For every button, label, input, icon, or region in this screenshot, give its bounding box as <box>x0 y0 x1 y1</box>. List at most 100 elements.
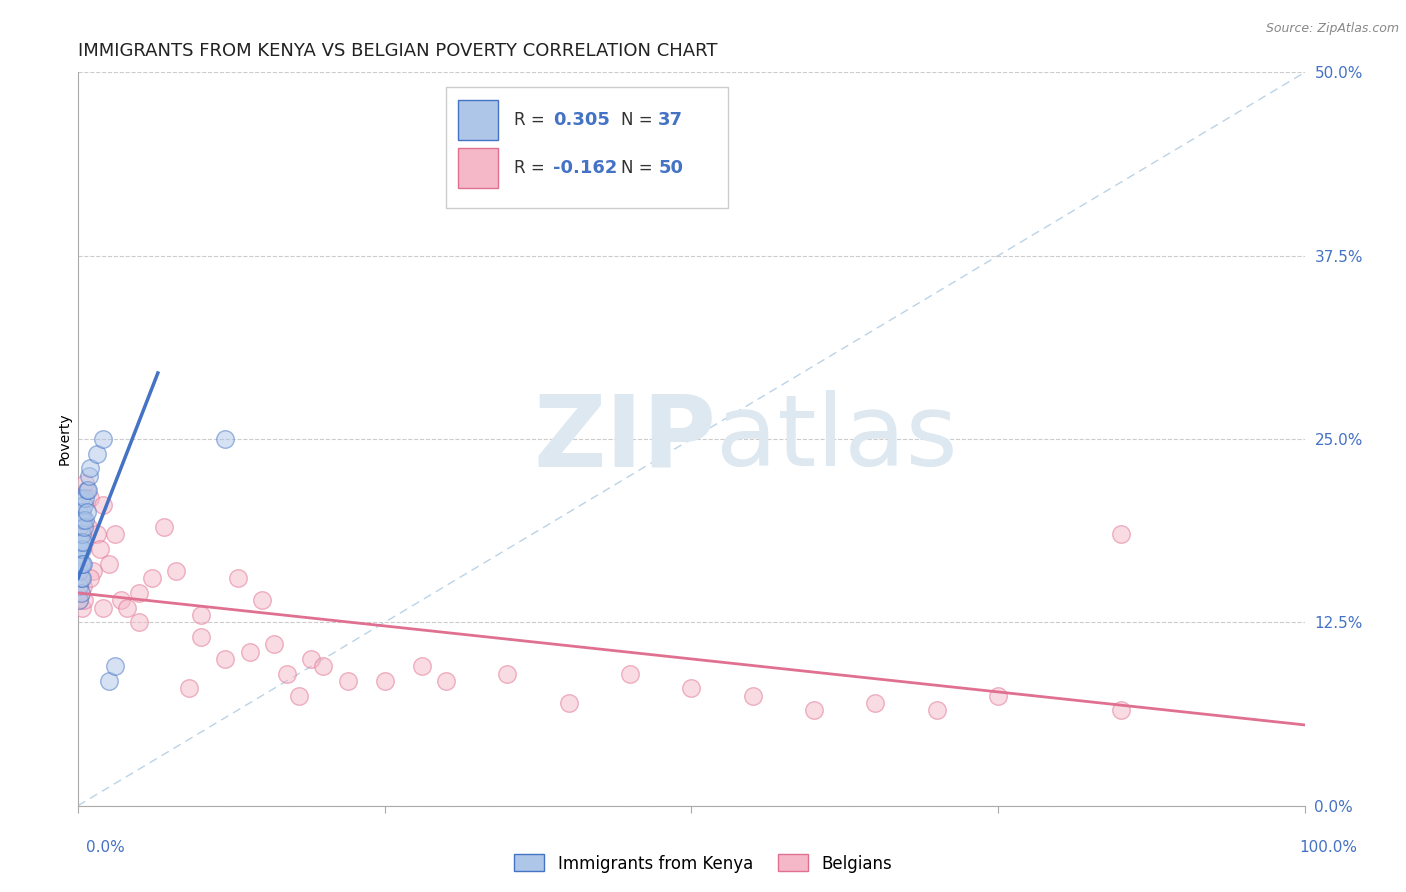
Point <box>67 593 90 607</box>
Point <box>803 703 825 717</box>
Point <box>70 527 93 541</box>
Text: R =: R = <box>513 112 550 129</box>
Point <box>77 483 100 498</box>
FancyBboxPatch shape <box>458 147 498 188</box>
Text: atlas: atlas <box>716 391 957 488</box>
Point <box>79 491 101 505</box>
Point <box>741 689 763 703</box>
Point <box>110 593 132 607</box>
Text: 0.305: 0.305 <box>553 112 610 129</box>
Text: 50: 50 <box>658 159 683 177</box>
Point <box>434 673 457 688</box>
Point <box>69 586 91 600</box>
Point <box>75 475 97 490</box>
Point <box>70 557 93 571</box>
Point <box>86 527 108 541</box>
Point <box>69 491 91 505</box>
Text: -0.162: -0.162 <box>553 159 617 177</box>
Text: IMMIGRANTS FROM KENYA VS BELGIAN POVERTY CORRELATION CHART: IMMIGRANTS FROM KENYA VS BELGIAN POVERTY… <box>79 42 717 60</box>
Point <box>75 513 97 527</box>
Point <box>97 557 120 571</box>
Point <box>79 461 101 475</box>
Point <box>374 673 396 688</box>
Point <box>67 505 90 519</box>
Point <box>336 673 359 688</box>
Point <box>190 630 212 644</box>
Point <box>104 527 127 541</box>
Point <box>91 498 114 512</box>
Point <box>69 586 91 600</box>
Y-axis label: Poverty: Poverty <box>58 413 72 466</box>
FancyBboxPatch shape <box>446 87 728 208</box>
Text: N =: N = <box>621 159 658 177</box>
Point <box>67 564 90 578</box>
Point <box>987 689 1010 703</box>
Point <box>1109 527 1132 541</box>
Point <box>141 571 163 585</box>
Text: R =: R = <box>513 159 550 177</box>
Point <box>239 644 262 658</box>
Point <box>76 483 98 498</box>
Point <box>70 571 93 585</box>
Point <box>165 564 187 578</box>
Point <box>69 513 91 527</box>
Text: Source: ZipAtlas.com: Source: ZipAtlas.com <box>1265 22 1399 36</box>
Point <box>72 534 94 549</box>
Point <box>925 703 948 717</box>
Point <box>97 673 120 688</box>
Point <box>153 520 176 534</box>
Point <box>288 689 311 703</box>
Point <box>69 534 91 549</box>
Point <box>69 557 91 571</box>
Point <box>1109 703 1132 717</box>
Point <box>190 607 212 622</box>
Point <box>558 696 581 710</box>
Point <box>496 666 519 681</box>
Point <box>263 637 285 651</box>
Point <box>214 652 236 666</box>
Point <box>86 447 108 461</box>
Point <box>865 696 887 710</box>
Point <box>67 520 90 534</box>
Point <box>91 432 114 446</box>
Point <box>79 571 101 585</box>
Point <box>226 571 249 585</box>
Point <box>681 681 703 696</box>
Point <box>69 541 91 556</box>
Point <box>89 541 111 556</box>
Point <box>104 659 127 673</box>
Point <box>70 600 93 615</box>
Point <box>75 491 97 505</box>
Point <box>67 541 90 556</box>
Point <box>70 505 93 519</box>
Point <box>276 666 298 681</box>
Point <box>619 666 641 681</box>
Point <box>73 498 96 512</box>
Point <box>115 600 138 615</box>
Point <box>69 571 91 585</box>
Point <box>67 549 90 564</box>
Point <box>76 505 98 519</box>
Point <box>73 593 96 607</box>
Point <box>177 681 200 696</box>
FancyBboxPatch shape <box>458 100 498 140</box>
Text: 37: 37 <box>658 112 683 129</box>
Point <box>70 541 93 556</box>
Point <box>128 615 150 630</box>
Text: 100.0%: 100.0% <box>1299 840 1358 855</box>
Point <box>67 534 90 549</box>
Point <box>77 468 100 483</box>
Text: 0.0%: 0.0% <box>86 840 125 855</box>
Point <box>91 600 114 615</box>
Point <box>312 659 335 673</box>
Point <box>299 652 322 666</box>
Text: N =: N = <box>621 112 658 129</box>
Point <box>72 513 94 527</box>
Point <box>67 593 90 607</box>
Point <box>77 520 100 534</box>
Point <box>411 659 433 673</box>
Legend: Immigrants from Kenya, Belgians: Immigrants from Kenya, Belgians <box>508 847 898 880</box>
Point <box>72 557 94 571</box>
Point <box>214 432 236 446</box>
Text: ZIP: ZIP <box>533 391 716 488</box>
